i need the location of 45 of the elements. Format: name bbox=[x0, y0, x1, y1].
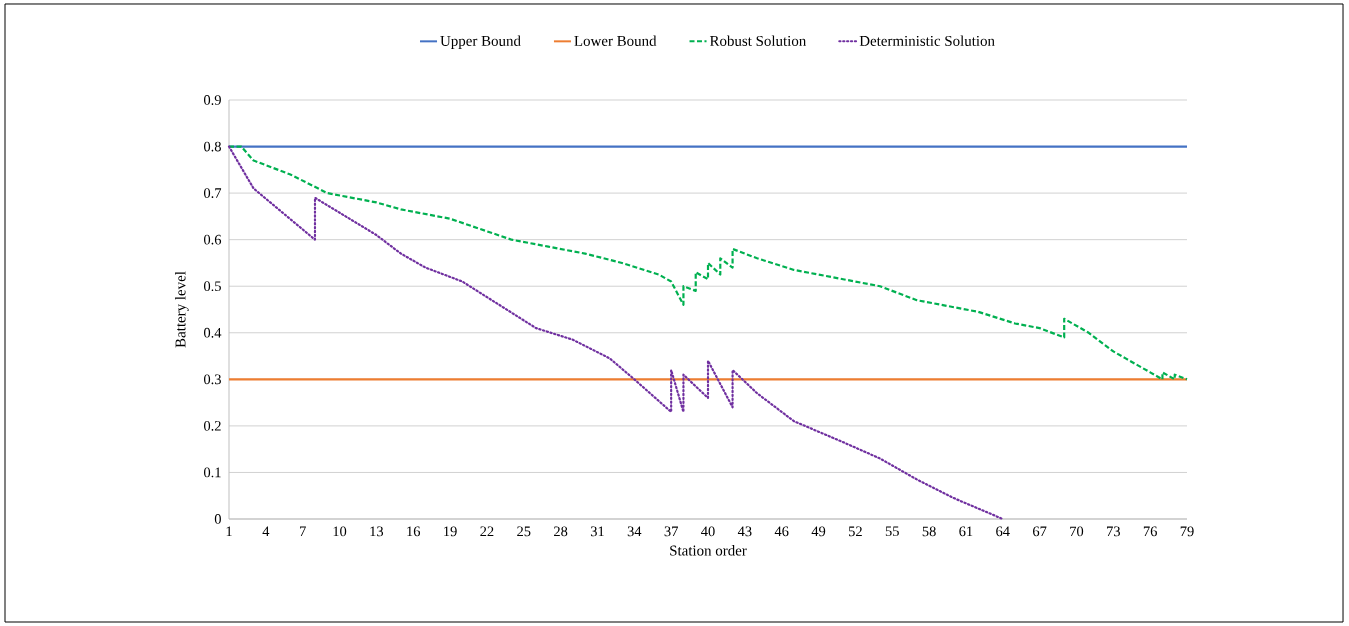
x-tick-label: 70 bbox=[1070, 526, 1084, 537]
x-tick-label: 1 bbox=[226, 526, 232, 537]
y-tick-label: 0 bbox=[214, 514, 221, 524]
legend-label: Upper Bound bbox=[440, 35, 521, 49]
x-tick-label: 13 bbox=[370, 526, 384, 537]
x-tick-label: 28 bbox=[554, 526, 568, 537]
x-tick-label: 79 bbox=[1180, 526, 1194, 537]
x-tick-label: 73 bbox=[1107, 526, 1120, 537]
line-series bbox=[227, 145, 1004, 521]
legend-label: Deterministic Solution bbox=[859, 35, 995, 46]
x-tick-label: 22 bbox=[480, 526, 494, 537]
x-tick-label: 64 bbox=[996, 526, 1010, 537]
y-tick-label: 0.6 bbox=[203, 234, 222, 245]
y-tick-label: 0.9 bbox=[203, 95, 221, 105]
legend-label: Robust Solution bbox=[709, 35, 807, 46]
x-tick-label: 7 bbox=[300, 526, 306, 536]
x-tick-label: 34 bbox=[627, 526, 642, 537]
legend-label: Lower Bound bbox=[574, 35, 657, 46]
x-tick-label: 25 bbox=[517, 526, 531, 537]
y-tick-label: 0.5 bbox=[203, 281, 221, 292]
y-tick-label: 0.1 bbox=[203, 467, 221, 478]
x-tick-label: 4 bbox=[262, 526, 270, 537]
x-tick-label: 43 bbox=[737, 526, 752, 537]
x-tick-label: 19 bbox=[444, 526, 457, 537]
x-tick-label: 49 bbox=[811, 526, 826, 537]
x-tick-label: 31 bbox=[590, 526, 604, 537]
y-tick-label: 0.8 bbox=[203, 141, 221, 152]
x-tick-label: 61 bbox=[959, 526, 973, 537]
y-tick-label: 0.4 bbox=[203, 327, 222, 338]
y-tick-label: 0.7 bbox=[203, 188, 222, 199]
x-tick-label: 55 bbox=[885, 526, 899, 537]
x-tick-label: 37 bbox=[664, 526, 678, 537]
line-series bbox=[227, 145, 1189, 381]
x-tick-label: 10 bbox=[333, 526, 347, 537]
x-tick-label: 67 bbox=[1033, 526, 1047, 537]
x-tick-label: 16 bbox=[407, 526, 421, 537]
y-tick-label: 0.3 bbox=[203, 374, 221, 385]
x-tick-label: 52 bbox=[849, 526, 862, 537]
x-tick-label: 46 bbox=[774, 526, 789, 537]
x-tick-label: 58 bbox=[922, 526, 936, 537]
y-axis-title: Battery level bbox=[175, 271, 189, 348]
x-tick-label: 40 bbox=[701, 526, 715, 537]
x-tick-label: 76 bbox=[1143, 526, 1157, 537]
y-tick-label: 0.2 bbox=[203, 420, 221, 431]
x-axis-title: Station order bbox=[670, 545, 747, 556]
